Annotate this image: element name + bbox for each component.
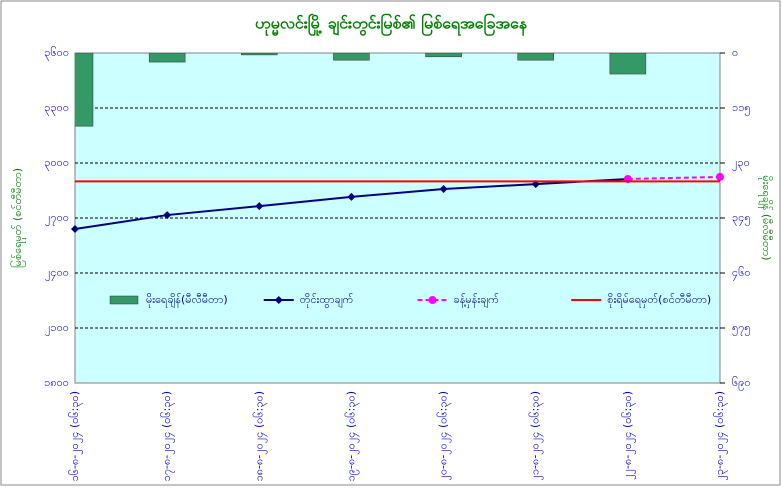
- point: [163, 211, 172, 220]
- legend-label: ခန့်မှန်းချက်: [454, 293, 500, 308]
- x-tick-label: ၁၈-၈-၂၀၂၄ (၀၆:၃၀): [252, 391, 267, 481]
- bar: [148, 53, 186, 63]
- y-tick-label: ၃၃၀၀: [44, 101, 69, 116]
- x-tick-label: ၁၆-၈-၂၀၂၄ (၀၆:၃၀): [68, 391, 83, 481]
- x-tick-label: ၁၉-၈-၂၀၂၄ (၀၆:၃၀): [344, 391, 359, 481]
- y2-tick-label: ၂၃၀: [732, 156, 750, 171]
- bar: [241, 53, 278, 56]
- y2-tick-label: ၆၉၀: [732, 376, 751, 391]
- legend-marker: [274, 296, 283, 304]
- y-axis-label: မြစ်ရေမှတ် (စင်တီမီတာ): [10, 168, 26, 268]
- y-tick-label: ၂၁၀၀: [45, 321, 69, 336]
- y2-tick-label: ၃၄၅: [732, 211, 751, 226]
- legend-swatch: [109, 295, 139, 305]
- series-line: [627, 175, 721, 180]
- y-tick-label: ၂၄၀၀: [45, 266, 69, 281]
- y2-tick-label: ၀: [732, 46, 738, 59]
- y-tick-label: ၂၇၀၀: [45, 211, 69, 226]
- y-tick-label: ၃၆၀၀: [44, 46, 69, 61]
- bar: [333, 53, 370, 61]
- y-tick-label: ၁၈၀၀: [44, 376, 69, 389]
- point: [439, 185, 448, 194]
- legend-label: စိုးရိမ်ရေမှတ်(စင်တီမီတာ): [607, 293, 711, 308]
- point: [716, 172, 724, 181]
- legend-label: တိုင်းထွာချက်: [300, 293, 354, 308]
- x-tick-label: ၂၀-၈-၂၀၂၄ (၀၆:၃၀): [437, 391, 452, 481]
- y2-tick-label: ၄၆၀: [732, 266, 751, 281]
- point: [347, 192, 356, 201]
- point: [71, 225, 79, 233]
- y-tick-label: ၃၀၀၀: [44, 156, 69, 171]
- x-tick-label: ၁၇-၈-၂၀၂၄ (၀၆:၃၀): [160, 391, 175, 481]
- bar: [609, 53, 647, 75]
- x-tick-label: ၂၁-၈-၂၀၂၄ (၀၆:၃၀): [529, 391, 544, 481]
- y2-axis-label: မိုးရေချိန် (မီလီမီတာ): [758, 175, 773, 260]
- x-tick-label: ၂၃-၈-၂၀၂၄ (၀၆:၃၀): [713, 391, 728, 481]
- point: [255, 202, 264, 211]
- x-tick-label: ၂၂-၈-၂၀၂၄ (၀၆:၃၀): [621, 391, 636, 480]
- y2-tick-label: ၁၁၅: [732, 101, 751, 116]
- bar: [75, 53, 94, 127]
- legend-marker: [428, 296, 437, 304]
- bar: [517, 53, 554, 61]
- bar: [425, 53, 462, 58]
- y2-tick-label: ၅၇၅: [732, 321, 751, 336]
- legend-label: မိုးရေချိန်(မီလီမီတာ): [146, 293, 228, 308]
